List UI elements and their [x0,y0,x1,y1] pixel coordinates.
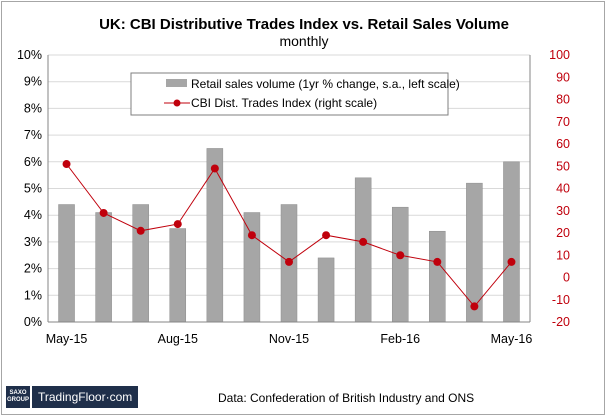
right-tick-label: -10 [552,293,570,307]
cbi-point [322,231,331,240]
source-note: Data: Confederation of British Industry … [218,391,474,405]
right-tick-label: 10 [556,248,570,262]
legend-label-retail: Retail sales volume (1yr % change, s.a.,… [191,77,460,91]
cbi-point [470,302,479,311]
legend: Retail sales volume (1yr % change, s.a.,… [130,72,460,116]
right-tick-label: 100 [549,48,570,62]
left-tick-label: 2% [24,262,42,276]
line-series [62,160,516,311]
bar [391,206,409,323]
right-tick-label: 0 [563,271,570,285]
x-tick-label: Aug-15 [158,332,198,346]
right-tick-label: 50 [556,159,570,173]
bar [317,257,335,323]
cbi-point [173,220,182,229]
x-tick-label: Nov-15 [269,332,309,346]
left-tick-label: 5% [24,182,42,196]
cbi-point [99,208,108,217]
cbi-point [359,237,368,246]
brand-name: TradingFloor·com [32,386,139,408]
right-tick-label: 70 [556,115,570,129]
bar [132,204,149,323]
legend-marker [173,99,181,107]
right-tick-label: 30 [556,204,570,218]
bar [354,177,372,323]
right-tick-label: 80 [556,93,570,107]
left-tick-label: 4% [24,208,42,222]
bar-series [58,148,520,323]
legend-bar-swatch [166,79,187,87]
right-tick-label: 90 [556,70,570,84]
bar [503,161,520,323]
cbi-point [433,257,442,266]
right-tick-label: 20 [556,226,570,240]
bar [429,230,446,323]
cbi-point [247,231,256,240]
bar [95,212,112,323]
logo-text-saxo: SAXO [9,390,27,396]
left-tick-label: 8% [24,101,42,115]
axes: 0% 1% 2% 3% 4% 5% 6% 7% 8% 9% 10% -20 -10 0 10 20 30 40 50… [17,48,570,346]
left-tick-label: 0% [24,315,42,329]
left-tick-label: 9% [24,75,42,89]
x-tick-label: May-15 [46,332,88,346]
left-tick-label: 3% [24,235,42,249]
bar [243,212,261,323]
left-tick-label: 10% [17,48,42,62]
cbi-point [62,160,71,169]
x-tick-label: May-16 [491,332,533,346]
chart-title: UK: CBI Distributive Trades Index vs. Re… [99,16,509,33]
left-tick-label: 7% [24,128,42,142]
legend-label-cbi: CBI Dist. Trades Index (right scale) [191,96,377,110]
chart-subtitle: monthly [279,33,328,49]
brand: SAXO GROUP TradingFloor·com [6,386,139,408]
cbi-point [285,257,293,266]
left-tick-label: 1% [24,288,42,302]
right-tick-label: 60 [556,137,570,151]
cbi-point [210,164,219,173]
cbi-point [396,251,405,260]
right-tick-label: 40 [556,182,570,196]
saxo-logo: SAXO GROUP [6,386,30,408]
cbi-point [136,226,145,235]
bar [58,204,75,323]
bar [466,182,483,323]
logo-text-group: GROUP [6,397,29,403]
bar [206,148,224,323]
bar [169,228,187,323]
right-tick-label: -20 [552,315,570,329]
left-tick-label: 6% [24,155,42,169]
x-tick-label: Feb-16 [380,332,420,346]
cbi-point [507,257,516,266]
